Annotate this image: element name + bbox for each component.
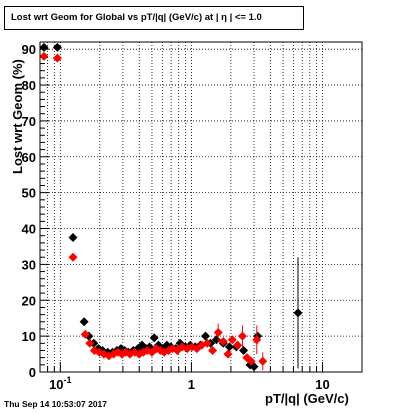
y-tick-label: 30 <box>22 257 36 272</box>
red-series-point <box>258 356 268 366</box>
timestamp: Thu Sep 14 10:53:07 2017 <box>4 399 108 409</box>
red-series-point <box>237 331 247 341</box>
y-tick-label: 40 <box>22 222 36 237</box>
black-series-point <box>149 333 159 343</box>
x-tick-labels: 10-1 1 10 <box>49 375 330 392</box>
y-tick-label: 90 <box>22 42 36 57</box>
chart-title: Lost wrt Geom for Global vs pT/|q| (GeV/… <box>11 12 262 23</box>
black-series-point <box>52 42 62 52</box>
y-tick-label: 50 <box>22 186 36 201</box>
grid-lines <box>39 42 363 373</box>
black-series-point <box>200 331 210 341</box>
red-series-point <box>80 329 90 339</box>
x-axis-label: pT/|q| (GeV/c) <box>265 391 349 406</box>
red-series-point <box>233 340 243 350</box>
y-tick-label: 10 <box>22 329 36 344</box>
red-series-point <box>213 328 223 338</box>
y-tick-label: 0 <box>29 365 36 380</box>
data-markers <box>39 42 303 372</box>
red-series-point <box>68 252 78 262</box>
x-tick-label: 10-1 <box>49 375 71 392</box>
red-series-point <box>218 337 228 347</box>
red-series-point <box>85 338 95 348</box>
x-tick-label: 1 <box>188 377 195 392</box>
y-tick-labels: 0 10 20 30 40 50 60 70 80 90 <box>22 42 36 380</box>
red-series-point <box>227 335 237 345</box>
black-series-point <box>68 232 78 242</box>
y-tick-label: 70 <box>22 114 36 129</box>
black-series-point <box>293 308 303 318</box>
red-series-point <box>252 335 262 345</box>
plot-area <box>40 42 362 372</box>
chart-title-box: Lost wrt Geom for Global vs pT/|q| (GeV/… <box>4 6 304 30</box>
black-series-point <box>224 342 234 352</box>
red-series-point <box>39 51 49 61</box>
y-axis-label: Lost wrt Geom (%) <box>10 59 25 174</box>
y-tick-label: 80 <box>22 78 36 93</box>
red-series-point <box>246 356 256 366</box>
x-tick-label: 10 <box>315 377 329 392</box>
red-series-point <box>52 53 62 63</box>
black-series-point <box>239 345 249 355</box>
y-tick-label: 60 <box>22 150 36 165</box>
red-series-point <box>202 338 212 348</box>
plot-frame <box>39 41 363 373</box>
black-series-point <box>79 317 89 327</box>
black-series-point <box>39 42 49 52</box>
red-series-point <box>223 349 233 359</box>
y-tick-label: 20 <box>22 293 36 308</box>
red-series-point <box>121 347 131 357</box>
red-series-point <box>208 345 218 355</box>
